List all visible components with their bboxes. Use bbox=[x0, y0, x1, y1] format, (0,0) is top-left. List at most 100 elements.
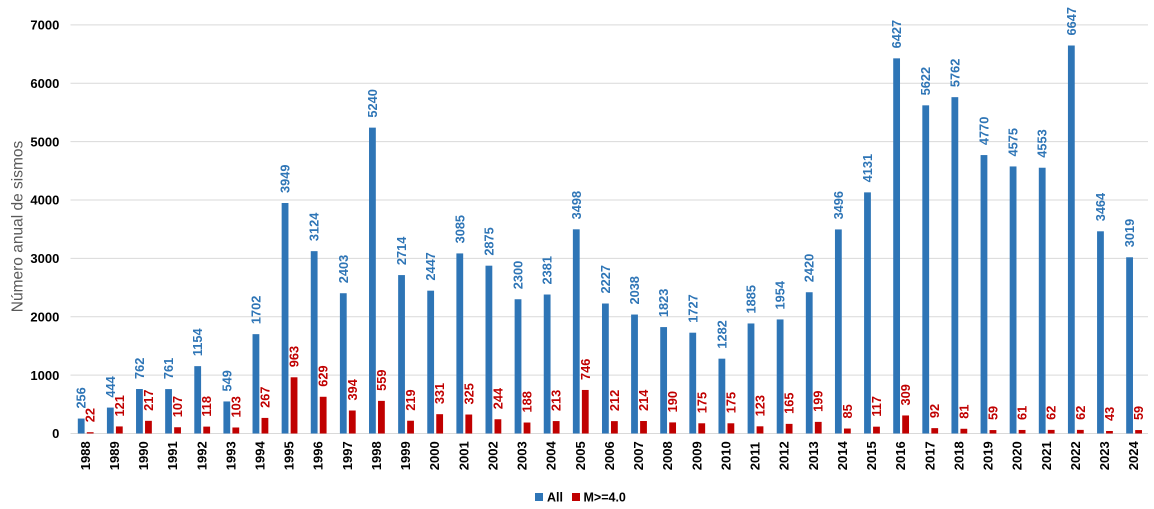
svg-text:2038: 2038 bbox=[627, 276, 642, 304]
svg-text:7000: 7000 bbox=[30, 18, 59, 33]
svg-text:213: 213 bbox=[549, 390, 564, 411]
svg-text:1989: 1989 bbox=[107, 441, 122, 470]
svg-text:217: 217 bbox=[141, 389, 156, 410]
svg-text:165: 165 bbox=[782, 393, 797, 414]
svg-text:2018: 2018 bbox=[951, 441, 966, 470]
svg-text:3085: 3085 bbox=[452, 215, 467, 243]
svg-text:963: 963 bbox=[287, 346, 302, 367]
svg-text:2227: 2227 bbox=[598, 265, 613, 293]
svg-text:2014: 2014 bbox=[835, 441, 850, 471]
svg-text:121: 121 bbox=[112, 395, 127, 416]
svg-text:325: 325 bbox=[461, 383, 476, 404]
svg-text:4000: 4000 bbox=[30, 193, 59, 208]
svg-text:188: 188 bbox=[520, 391, 535, 412]
svg-text:5762: 5762 bbox=[947, 59, 962, 87]
svg-text:59: 59 bbox=[1131, 406, 1146, 420]
svg-text:1988: 1988 bbox=[78, 441, 93, 470]
svg-text:2010: 2010 bbox=[718, 441, 733, 470]
svg-text:212: 212 bbox=[607, 390, 622, 411]
svg-text:1954: 1954 bbox=[773, 280, 788, 309]
svg-text:3496: 3496 bbox=[831, 191, 846, 219]
svg-text:123: 123 bbox=[753, 395, 768, 416]
svg-text:1995: 1995 bbox=[282, 441, 297, 470]
svg-text:3124: 3124 bbox=[307, 212, 322, 241]
svg-text:All: All bbox=[547, 490, 563, 504]
svg-text:394: 394 bbox=[345, 378, 360, 400]
svg-text:4575: 4575 bbox=[1006, 128, 1021, 156]
svg-text:1990: 1990 bbox=[136, 441, 151, 470]
svg-text:2024: 2024 bbox=[1126, 441, 1141, 471]
svg-text:5000: 5000 bbox=[30, 134, 59, 149]
svg-text:0: 0 bbox=[52, 426, 59, 441]
svg-text:1000: 1000 bbox=[30, 368, 59, 383]
svg-text:62: 62 bbox=[1073, 406, 1088, 420]
svg-text:244: 244 bbox=[490, 387, 505, 409]
svg-text:2003: 2003 bbox=[515, 441, 530, 470]
svg-text:2001: 2001 bbox=[456, 441, 471, 470]
svg-text:3464: 3464 bbox=[1093, 192, 1108, 221]
svg-text:190: 190 bbox=[665, 391, 680, 412]
svg-text:2002: 2002 bbox=[485, 441, 500, 470]
svg-text:214: 214 bbox=[636, 389, 651, 411]
svg-text:1999: 1999 bbox=[398, 441, 413, 470]
svg-text:4553: 4553 bbox=[1035, 129, 1050, 157]
svg-text:6427: 6427 bbox=[889, 20, 904, 48]
svg-text:62: 62 bbox=[1044, 406, 1059, 420]
svg-text:5622: 5622 bbox=[918, 67, 933, 95]
svg-text:175: 175 bbox=[723, 392, 738, 413]
svg-text:118: 118 bbox=[199, 396, 214, 417]
svg-text:43: 43 bbox=[1102, 407, 1117, 421]
svg-text:Número anual de sismos: Número anual de sismos bbox=[9, 141, 26, 313]
svg-text:1823: 1823 bbox=[656, 289, 671, 317]
svg-text:2020: 2020 bbox=[1010, 441, 1025, 470]
svg-text:2021: 2021 bbox=[1039, 441, 1054, 470]
svg-text:2005: 2005 bbox=[573, 441, 588, 470]
svg-text:762: 762 bbox=[132, 358, 147, 379]
svg-text:2875: 2875 bbox=[481, 227, 496, 255]
svg-text:1991: 1991 bbox=[165, 441, 180, 470]
svg-text:2015: 2015 bbox=[864, 441, 879, 470]
svg-text:22: 22 bbox=[83, 408, 98, 422]
svg-text:746: 746 bbox=[578, 359, 593, 380]
svg-text:2714: 2714 bbox=[394, 236, 409, 265]
svg-text:1727: 1727 bbox=[685, 294, 700, 322]
svg-text:2012: 2012 bbox=[777, 441, 792, 470]
svg-text:629: 629 bbox=[316, 365, 331, 386]
svg-text:2006: 2006 bbox=[602, 441, 617, 470]
svg-text:2022: 2022 bbox=[1068, 441, 1083, 470]
svg-text:199: 199 bbox=[811, 391, 826, 412]
svg-text:2008: 2008 bbox=[660, 441, 675, 470]
svg-text:1282: 1282 bbox=[714, 320, 729, 348]
svg-text:2420: 2420 bbox=[802, 254, 817, 282]
svg-text:256: 256 bbox=[74, 387, 89, 408]
svg-text:107: 107 bbox=[170, 396, 185, 417]
svg-text:85: 85 bbox=[840, 404, 855, 418]
svg-text:2000: 2000 bbox=[427, 441, 442, 470]
svg-text:331: 331 bbox=[432, 383, 447, 404]
svg-text:81: 81 bbox=[956, 405, 971, 419]
svg-text:1993: 1993 bbox=[223, 441, 238, 470]
svg-text:1996: 1996 bbox=[311, 441, 326, 470]
svg-text:309: 309 bbox=[898, 384, 913, 405]
svg-text:549: 549 bbox=[219, 370, 234, 391]
svg-text:117: 117 bbox=[869, 396, 884, 417]
svg-text:559: 559 bbox=[374, 370, 389, 391]
svg-text:103: 103 bbox=[228, 396, 243, 417]
svg-text:3949: 3949 bbox=[278, 165, 293, 193]
svg-text:267: 267 bbox=[257, 387, 272, 408]
svg-text:2016: 2016 bbox=[893, 441, 908, 470]
svg-text:5240: 5240 bbox=[365, 89, 380, 117]
svg-text:2381: 2381 bbox=[540, 256, 555, 284]
svg-text:761: 761 bbox=[161, 358, 176, 379]
svg-text:92: 92 bbox=[927, 404, 942, 418]
svg-text:3019: 3019 bbox=[1122, 219, 1137, 247]
svg-text:1998: 1998 bbox=[369, 441, 384, 470]
svg-text:2300: 2300 bbox=[511, 261, 526, 289]
svg-text:2019: 2019 bbox=[981, 441, 996, 470]
svg-text:3000: 3000 bbox=[30, 251, 59, 266]
svg-text:2447: 2447 bbox=[423, 252, 438, 280]
svg-text:2023: 2023 bbox=[1097, 441, 1112, 470]
svg-text:2000: 2000 bbox=[30, 309, 59, 324]
svg-text:2007: 2007 bbox=[631, 441, 646, 470]
svg-text:1154: 1154 bbox=[190, 327, 205, 356]
